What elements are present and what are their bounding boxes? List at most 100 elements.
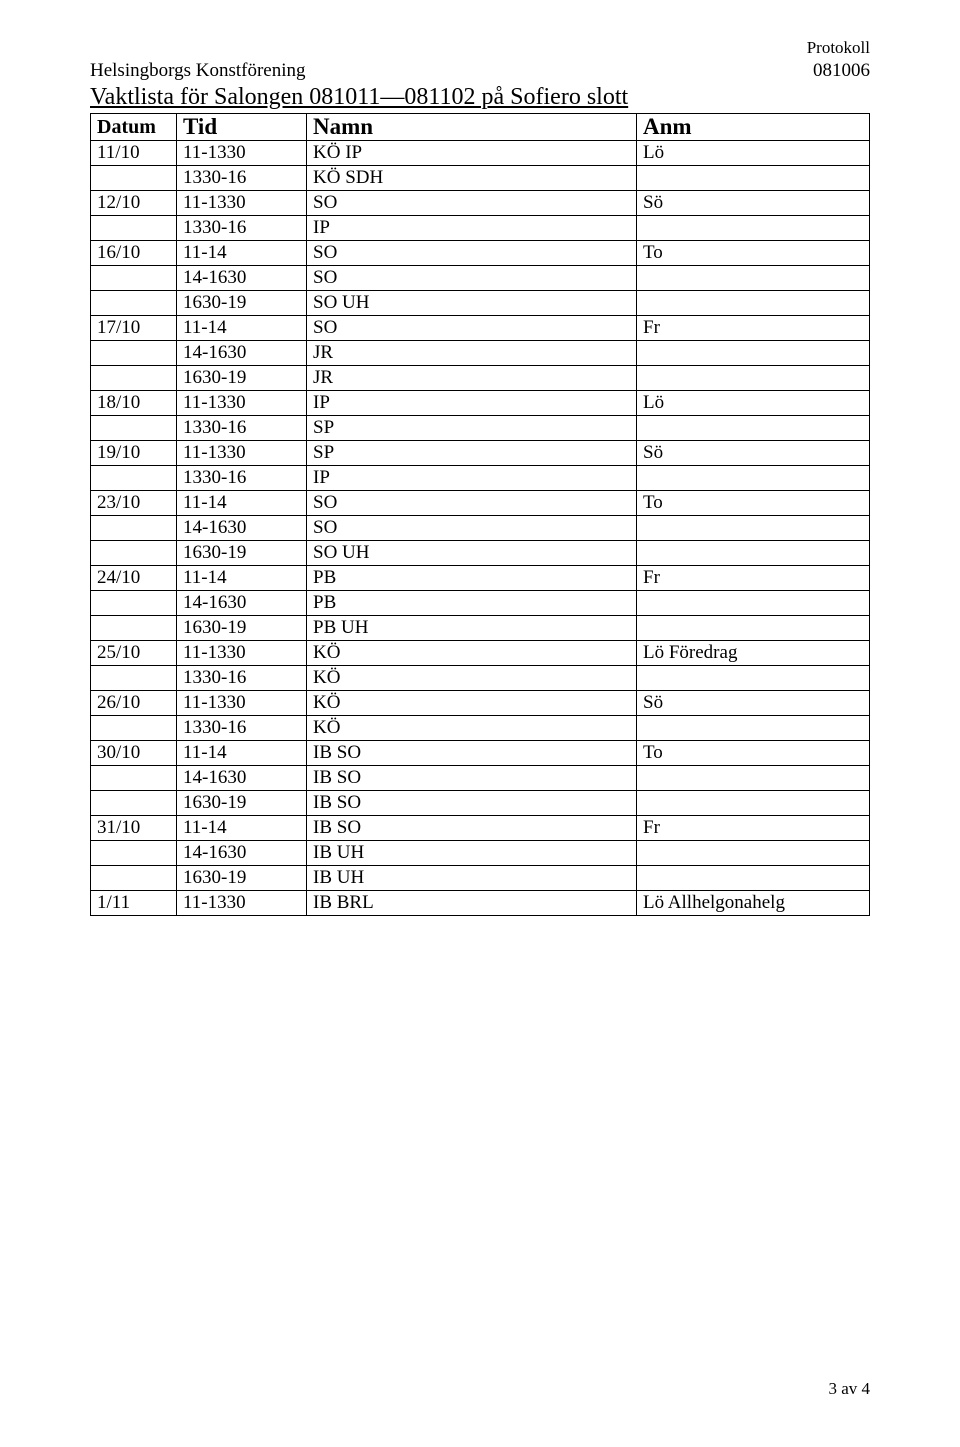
cell-datum <box>91 266 177 291</box>
table-row: 1330-16IP <box>91 466 870 491</box>
cell-namn: IB BRL <box>307 891 637 916</box>
cell-namn: SP <box>307 441 637 466</box>
cell-anm: Sö <box>637 691 870 716</box>
cell-tid: 11-14 <box>177 241 307 266</box>
table-row: 14-1630IB UH <box>91 841 870 866</box>
cell-tid: 11-1330 <box>177 891 307 916</box>
cell-namn: SO UH <box>307 291 637 316</box>
table-row: 1/1111-1330IB BRLLö Allhelgonahelg <box>91 891 870 916</box>
cell-namn: SO <box>307 266 637 291</box>
cell-datum: 17/10 <box>91 316 177 341</box>
cell-namn: JR <box>307 341 637 366</box>
cell-namn: IB UH <box>307 866 637 891</box>
cell-namn: IP <box>307 216 637 241</box>
cell-tid: 1630-19 <box>177 541 307 566</box>
table-row: 24/1011-14PBFr <box>91 566 870 591</box>
cell-namn: IB SO <box>307 816 637 841</box>
cell-anm <box>637 166 870 191</box>
cell-tid: 14-1630 <box>177 591 307 616</box>
cell-tid: 1630-19 <box>177 791 307 816</box>
cell-tid: 1330-16 <box>177 216 307 241</box>
cell-anm <box>637 216 870 241</box>
cell-namn: SO <box>307 241 637 266</box>
cell-datum <box>91 366 177 391</box>
table-row: 1330-16KÖ <box>91 666 870 691</box>
table-row: 19/1011-1330SPSö <box>91 441 870 466</box>
table-row: 25/1011-1330KÖLö Föredrag <box>91 641 870 666</box>
cell-anm <box>637 266 870 291</box>
page: Protokoll Helsingborgs Konstförening 081… <box>0 0 960 1447</box>
cell-tid: 11-1330 <box>177 391 307 416</box>
table-row: 1630-19IB UH <box>91 866 870 891</box>
cell-datum: 30/10 <box>91 741 177 766</box>
cell-tid: 11-14 <box>177 491 307 516</box>
cell-anm <box>637 791 870 816</box>
cell-tid: 1330-16 <box>177 416 307 441</box>
cell-anm: Sö <box>637 441 870 466</box>
cell-namn: SO <box>307 316 637 341</box>
cell-datum: 1/11 <box>91 891 177 916</box>
cell-anm: Lö <box>637 391 870 416</box>
cell-tid: 11-1330 <box>177 191 307 216</box>
cell-tid: 14-1630 <box>177 766 307 791</box>
cell-anm <box>637 541 870 566</box>
org-date: 081006 <box>813 60 870 82</box>
cell-datum <box>91 416 177 441</box>
cell-datum <box>91 616 177 641</box>
cell-datum <box>91 466 177 491</box>
table-row: 16/1011-14SOTo <box>91 241 870 266</box>
cell-namn: IP <box>307 466 637 491</box>
col-anm-header: Anm <box>637 114 870 141</box>
cell-anm <box>637 291 870 316</box>
cell-tid: 11-14 <box>177 741 307 766</box>
cell-tid: 14-1630 <box>177 841 307 866</box>
cell-anm: To <box>637 241 870 266</box>
cell-datum <box>91 541 177 566</box>
table-row: 1330-16KÖ <box>91 716 870 741</box>
cell-datum <box>91 841 177 866</box>
cell-anm: Fr <box>637 316 870 341</box>
cell-tid: 1630-19 <box>177 291 307 316</box>
table-row: 12/1011-1330SOSö <box>91 191 870 216</box>
cell-namn: SP <box>307 416 637 441</box>
cell-tid: 1630-19 <box>177 616 307 641</box>
cell-anm <box>637 516 870 541</box>
cell-namn: JR <box>307 366 637 391</box>
cell-datum: 23/10 <box>91 491 177 516</box>
cell-tid: 14-1630 <box>177 341 307 366</box>
cell-datum <box>91 341 177 366</box>
table-header-row: Datum Tid Namn Anm <box>91 114 870 141</box>
cell-tid: 11-1330 <box>177 441 307 466</box>
cell-namn: SO <box>307 191 637 216</box>
cell-anm: Lö Föredrag <box>637 641 870 666</box>
cell-anm <box>637 366 870 391</box>
cell-anm <box>637 766 870 791</box>
table-row: 1330-16KÖ SDH <box>91 166 870 191</box>
cell-datum <box>91 791 177 816</box>
cell-namn: IB UH <box>307 841 637 866</box>
col-tid-header: Tid <box>177 114 307 141</box>
cell-anm <box>637 341 870 366</box>
cell-datum <box>91 591 177 616</box>
cell-anm: Sö <box>637 191 870 216</box>
cell-tid: 14-1630 <box>177 266 307 291</box>
table-row: 1630-19PB UH <box>91 616 870 641</box>
org-name: Helsingborgs Konstförening <box>90 60 306 82</box>
cell-anm: Lö Allhelgonahelg <box>637 891 870 916</box>
table-row: 23/1011-14SOTo <box>91 491 870 516</box>
cell-anm: To <box>637 491 870 516</box>
cell-tid: 1330-16 <box>177 166 307 191</box>
cell-namn: SO <box>307 516 637 541</box>
table-row: 1630-19IB SO <box>91 791 870 816</box>
table-row: 30/1011-14IB SOTo <box>91 741 870 766</box>
table-row: 14-1630JR <box>91 341 870 366</box>
cell-tid: 11-1330 <box>177 641 307 666</box>
table-row: 18/1011-1330IPLö <box>91 391 870 416</box>
table-row: 1630-19SO UH <box>91 541 870 566</box>
cell-anm: Fr <box>637 816 870 841</box>
cell-tid: 11-1330 <box>177 691 307 716</box>
cell-tid: 1630-19 <box>177 366 307 391</box>
cell-anm: Lö <box>637 141 870 166</box>
cell-datum <box>91 516 177 541</box>
page-title: Vaktlista för Salongen 081011—081102 på … <box>90 84 870 111</box>
